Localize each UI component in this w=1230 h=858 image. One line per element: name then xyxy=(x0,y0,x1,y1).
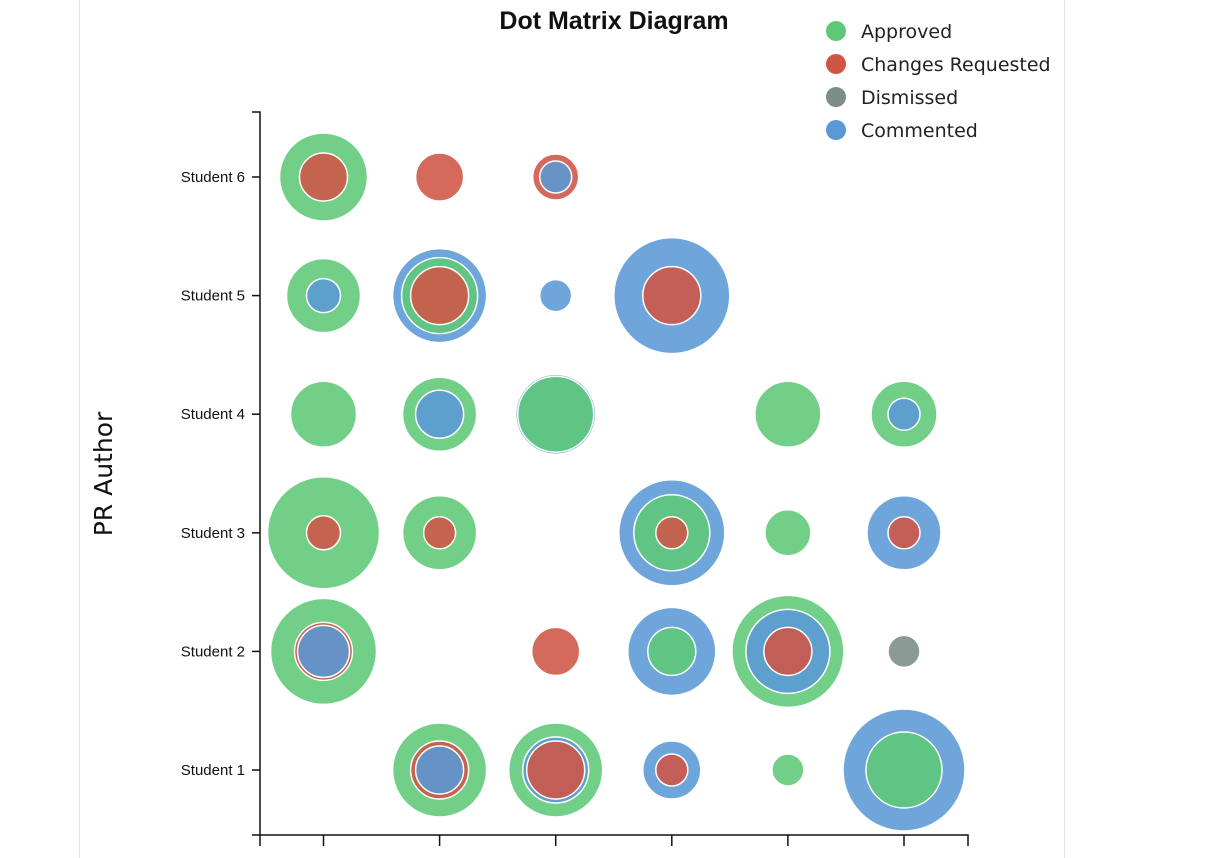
dot-ring-changes-requested xyxy=(655,516,689,550)
legend: Approved Changes Requested Dismissed Commen… xyxy=(826,21,1051,142)
dot-ring-commented xyxy=(296,624,351,679)
dot-student-2-col-4 xyxy=(627,606,717,697)
y-ticks: Student 1 Student 2 Student 3 Student 4 Stud… xyxy=(181,169,260,779)
dot-ring-commented xyxy=(538,160,573,194)
dot-ring-changes-requested xyxy=(305,515,342,551)
dot-ring-changes-requested xyxy=(422,516,457,550)
dot-student-5-col-2 xyxy=(391,247,488,344)
dot-ring-approved xyxy=(764,509,812,557)
dot-student-4-col-1 xyxy=(289,380,358,448)
dot-ring-changes-requested xyxy=(530,626,581,677)
dot-student-1-col-5 xyxy=(771,753,805,787)
dot-student-5-col-1 xyxy=(285,257,362,334)
dot-student-6-col-2 xyxy=(414,152,465,202)
dot-ring-commented xyxy=(887,397,921,431)
dot-student-3-col-6 xyxy=(866,495,942,571)
dot-ring-changes-requested xyxy=(409,265,470,326)
dot-student-4-col-3 xyxy=(514,373,597,455)
dot-ring-commented xyxy=(538,278,573,313)
dot-ring-approved xyxy=(289,380,358,448)
dot-ring-approved xyxy=(754,380,822,448)
legend-label-changes-requested: Changes Requested xyxy=(861,54,1051,76)
dot-ring-commented xyxy=(414,745,465,795)
x-axis-line xyxy=(259,834,969,846)
dot-ring-changes-requested xyxy=(763,626,813,677)
dot-student-2-col-5 xyxy=(731,594,845,709)
dot-ring-dismissed xyxy=(887,634,921,669)
x-ticks xyxy=(322,835,905,846)
y-tick-label-student-4: Student 4 xyxy=(181,406,245,423)
dot-student-2-col-1 xyxy=(269,597,378,706)
dot-student-5-col-3 xyxy=(538,278,573,313)
y-tick-label-student-5: Student 5 xyxy=(181,288,245,305)
legend-swatch-dismissed xyxy=(826,87,846,107)
legend-label-commented: Commented xyxy=(861,120,978,142)
y-tick-label-student-6: Student 6 xyxy=(181,169,245,186)
dot-ring-approved xyxy=(865,731,943,809)
dot-ring-changes-requested xyxy=(655,753,689,787)
dot-ring-changes-requested xyxy=(887,516,921,550)
y-tick-label-student-2: Student 2 xyxy=(181,643,245,660)
dot-ring-changes-requested xyxy=(414,152,465,202)
dots xyxy=(266,132,966,832)
legend-label-dismissed: Dismissed xyxy=(861,87,958,109)
dot-student-3-col-5 xyxy=(764,509,812,557)
dot-ring-changes-requested xyxy=(525,740,586,800)
axes xyxy=(252,111,969,846)
dot-ring-commented xyxy=(414,389,465,439)
dot-student-2-col-3 xyxy=(530,626,581,677)
dot-student-3-col-1 xyxy=(266,476,381,590)
dot-ring-changes-requested xyxy=(642,265,702,326)
dot-student-1-col-6 xyxy=(842,708,966,832)
dot-ring-approved xyxy=(771,753,805,787)
dot-student-3-col-4 xyxy=(618,479,726,587)
dot-student-3-col-2 xyxy=(401,495,478,571)
dot-student-6-col-3 xyxy=(531,153,580,201)
dot-student-1-col-2 xyxy=(391,722,488,818)
y-tick-label-student-3: Student 3 xyxy=(181,525,245,542)
chart-title: Dot Matrix Diagram xyxy=(499,7,728,35)
dot-student-5-col-4 xyxy=(613,236,731,355)
y-axis-label: PR Author xyxy=(89,411,118,536)
dot-student-1-col-4 xyxy=(642,740,702,800)
y-axis-line xyxy=(252,111,261,836)
dot-ring-approved xyxy=(647,626,697,677)
dot-student-4-col-2 xyxy=(401,376,478,452)
dot-student-6-col-1 xyxy=(278,132,369,222)
legend-swatch-approved xyxy=(826,21,846,41)
dot-ring-commented xyxy=(305,277,342,314)
dot-student-4-col-6 xyxy=(870,380,938,448)
legend-swatch-commented xyxy=(826,120,846,140)
dot-student-1-col-3 xyxy=(507,722,604,818)
dot-student-2-col-6 xyxy=(887,634,921,669)
y-tick-label-student-1: Student 1 xyxy=(181,762,245,779)
dot-ring-approved xyxy=(516,375,595,453)
dot-ring-changes-requested xyxy=(298,152,349,202)
dot-student-4-col-5 xyxy=(754,380,822,448)
legend-swatch-changes-requested xyxy=(826,54,846,74)
legend-label-approved: Approved xyxy=(861,21,952,43)
